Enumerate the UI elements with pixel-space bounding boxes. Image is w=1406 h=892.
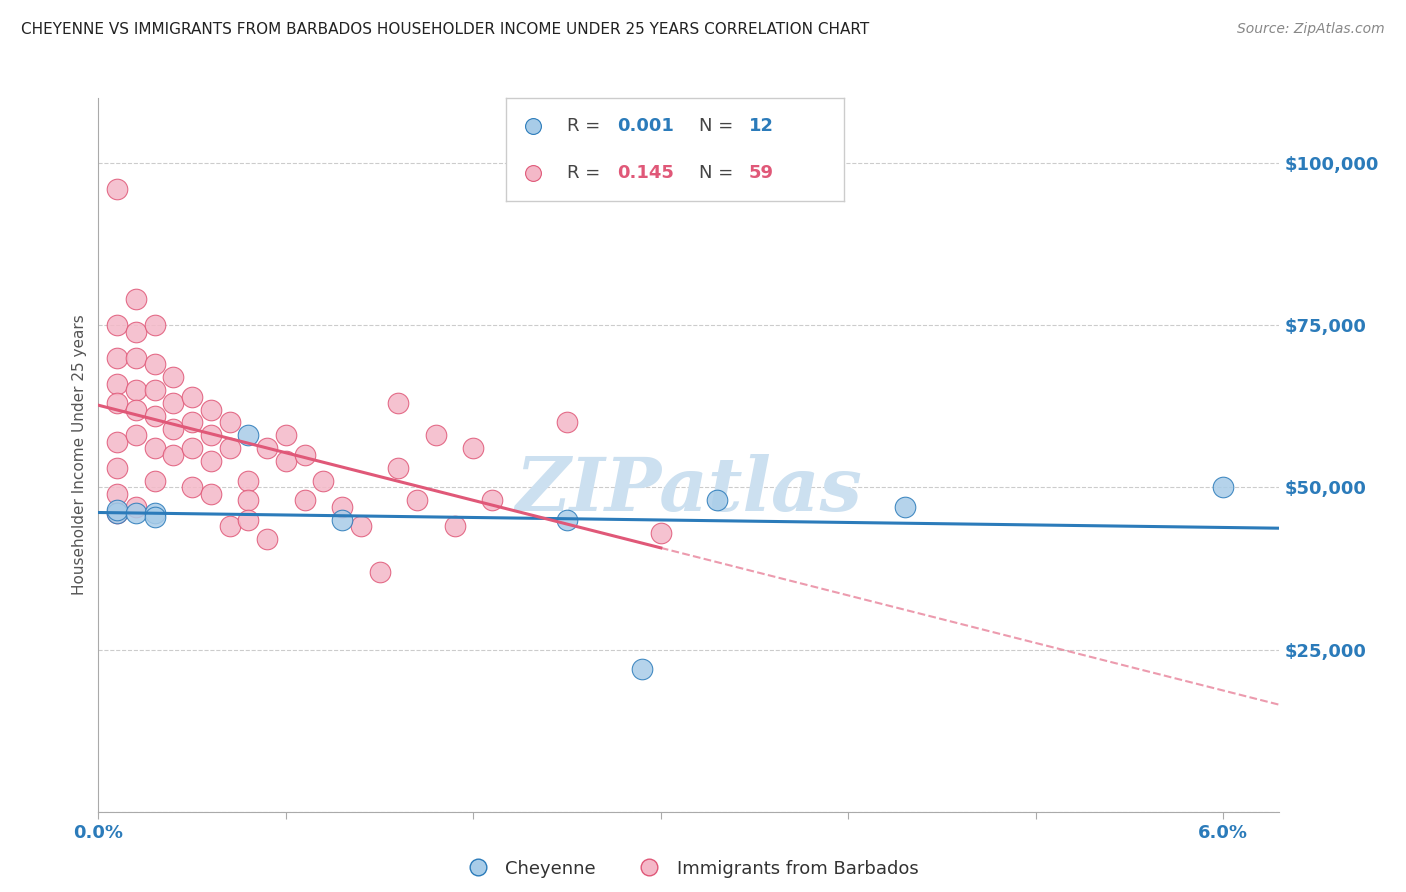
Point xyxy=(238,493,260,508)
Y-axis label: Householder Income Under 25 years: Householder Income Under 25 years xyxy=(72,315,87,595)
Point xyxy=(350,519,373,533)
Point xyxy=(105,318,128,333)
Point xyxy=(238,474,260,488)
Point xyxy=(200,402,222,417)
Point xyxy=(105,506,128,520)
Point xyxy=(162,370,184,384)
Point xyxy=(274,454,297,468)
Point xyxy=(218,416,240,430)
Text: CHEYENNE VS IMMIGRANTS FROM BARBADOS HOUSEHOLDER INCOME UNDER 25 YEARS CORRELATI: CHEYENNE VS IMMIGRANTS FROM BARBADOS HOU… xyxy=(21,22,869,37)
Point xyxy=(406,493,429,508)
Point xyxy=(330,513,353,527)
Point xyxy=(143,409,166,423)
Point xyxy=(105,434,128,449)
Point xyxy=(274,428,297,442)
Point xyxy=(368,565,391,579)
Point xyxy=(143,318,166,333)
Point xyxy=(181,480,204,494)
Text: N =: N = xyxy=(699,117,738,135)
Point xyxy=(650,525,672,540)
Point xyxy=(125,500,148,514)
Point xyxy=(143,442,166,456)
Point xyxy=(330,500,353,514)
Point xyxy=(238,513,260,527)
Point xyxy=(706,493,728,508)
Point xyxy=(181,390,204,404)
Point xyxy=(125,402,148,417)
Legend: Cheyenne, Immigrants from Barbados: Cheyenne, Immigrants from Barbados xyxy=(453,853,925,885)
Point xyxy=(238,428,260,442)
Point xyxy=(105,506,128,520)
Point xyxy=(387,461,409,475)
Text: 0.145: 0.145 xyxy=(617,164,675,182)
Point xyxy=(105,461,128,475)
Point xyxy=(143,506,166,520)
Point xyxy=(522,166,544,180)
Point xyxy=(143,474,166,488)
Point xyxy=(143,509,166,524)
Point xyxy=(312,474,335,488)
Point xyxy=(125,325,148,339)
Point xyxy=(181,416,204,430)
Point xyxy=(105,396,128,410)
Text: Source: ZipAtlas.com: Source: ZipAtlas.com xyxy=(1237,22,1385,37)
Point xyxy=(294,493,316,508)
Point xyxy=(294,448,316,462)
Point xyxy=(105,182,128,196)
Point xyxy=(162,396,184,410)
Point xyxy=(256,533,278,547)
Point xyxy=(125,351,148,365)
Point xyxy=(105,376,128,391)
Point xyxy=(256,442,278,456)
Point xyxy=(200,487,222,501)
Point xyxy=(631,662,654,676)
Point xyxy=(105,503,128,517)
Point xyxy=(200,428,222,442)
Point xyxy=(555,513,578,527)
Point xyxy=(387,396,409,410)
Text: R =: R = xyxy=(567,164,606,182)
Point xyxy=(143,383,166,397)
Text: 0.001: 0.001 xyxy=(617,117,675,135)
Text: R =: R = xyxy=(567,117,606,135)
Text: 59: 59 xyxy=(749,164,775,182)
Point xyxy=(125,506,148,520)
Point xyxy=(125,292,148,306)
Point xyxy=(522,119,544,133)
Text: N =: N = xyxy=(699,164,738,182)
Point xyxy=(218,519,240,533)
Point xyxy=(481,493,503,508)
Point xyxy=(105,487,128,501)
Point xyxy=(463,442,485,456)
Point xyxy=(125,383,148,397)
Point xyxy=(200,454,222,468)
Point xyxy=(181,442,204,456)
Point xyxy=(162,422,184,436)
Point xyxy=(425,428,447,442)
Point xyxy=(125,428,148,442)
Point xyxy=(555,416,578,430)
Point xyxy=(105,351,128,365)
Point xyxy=(162,448,184,462)
Point xyxy=(443,519,465,533)
Point xyxy=(893,500,915,514)
Text: 12: 12 xyxy=(749,117,775,135)
Point xyxy=(143,357,166,371)
Text: ZIPatlas: ZIPatlas xyxy=(516,454,862,527)
Point xyxy=(218,442,240,456)
Point xyxy=(1212,480,1234,494)
